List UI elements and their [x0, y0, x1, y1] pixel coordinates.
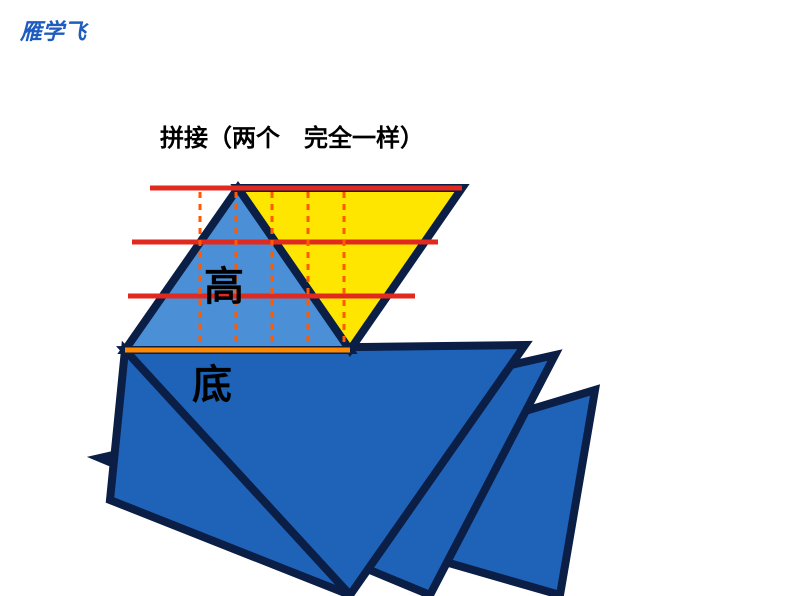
label-height: 高	[204, 254, 244, 312]
label-base: 底	[192, 352, 232, 410]
diagram-canvas	[0, 0, 794, 596]
